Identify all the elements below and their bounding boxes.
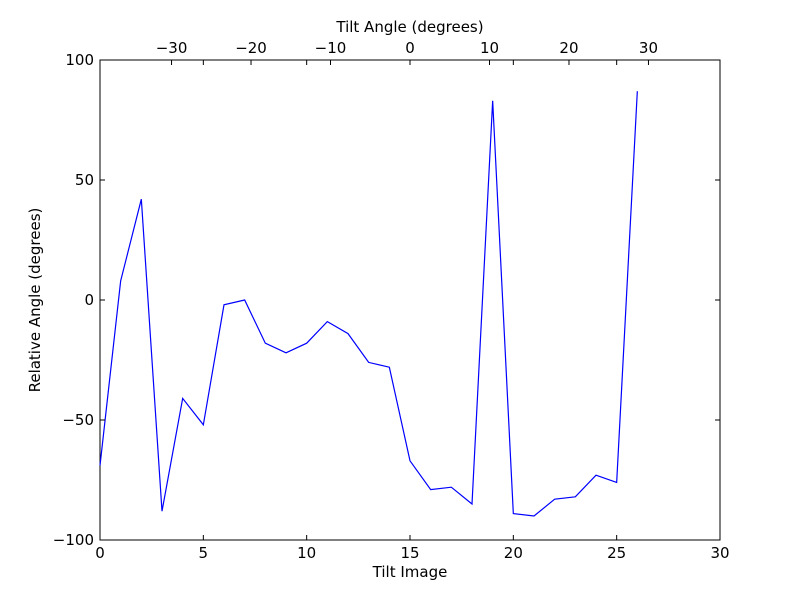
y-tick-label: 100 [65, 51, 94, 69]
x-tick-label: 25 [607, 544, 626, 562]
top-x-tick-label: −30 [156, 39, 188, 57]
y-axis-label: Relative Angle (degrees) [26, 208, 44, 393]
top-x-tick-label: −20 [235, 39, 267, 57]
x-tick-label: 30 [710, 544, 729, 562]
x-tick-label: 10 [297, 544, 316, 562]
top-x-tick-label: 30 [639, 39, 658, 57]
x-tick-label: 15 [400, 544, 419, 562]
y-tick-label: −100 [53, 531, 94, 549]
y-tick-label: 0 [84, 291, 94, 309]
top-x-tick-label: 0 [405, 39, 415, 57]
x-tick-label: 20 [504, 544, 523, 562]
top-x-tick-label: −10 [315, 39, 347, 57]
top-x-tick-label: 20 [559, 39, 578, 57]
top-x-tick-label: 10 [480, 39, 499, 57]
top-x-axis-label: Tilt Angle (degrees) [335, 18, 483, 36]
x-tick-label: 0 [95, 544, 105, 562]
x-tick-label: 5 [199, 544, 209, 562]
y-tick-label: 50 [75, 171, 94, 189]
x-axis-label: Tilt Image [372, 563, 448, 581]
plot-area-frame [99, 59, 721, 541]
series-line-0 [99, 91, 638, 517]
y-tick-label: −50 [62, 411, 94, 429]
